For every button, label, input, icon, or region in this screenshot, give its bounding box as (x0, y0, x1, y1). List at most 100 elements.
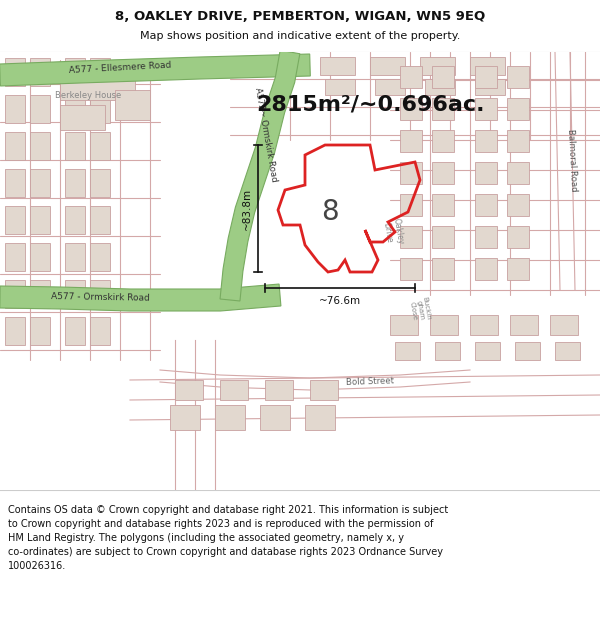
Bar (400, 162, 422, 184)
Bar (507, 226, 529, 248)
Bar (515, 342, 540, 360)
Text: Map shows position and indicative extent of the property.: Map shows position and indicative extent… (140, 31, 460, 41)
Bar (475, 130, 497, 152)
Bar (30, 95, 50, 123)
Bar (60, 105, 105, 130)
Bar (400, 226, 422, 248)
Bar (90, 58, 110, 86)
Bar (310, 380, 338, 400)
Bar (507, 258, 529, 280)
Text: Oakley
Drive: Oakley Drive (381, 217, 405, 247)
Text: ~76.6m: ~76.6m (319, 296, 361, 306)
Bar (475, 79, 505, 95)
Bar (65, 95, 85, 123)
Bar (475, 66, 497, 88)
Polygon shape (0, 284, 281, 311)
Bar (30, 58, 50, 86)
Bar (420, 57, 455, 75)
Bar (30, 206, 50, 234)
Bar (432, 226, 454, 248)
Bar (510, 315, 538, 335)
Bar (475, 194, 497, 216)
Text: A572~ Ormskirk Road: A572~ Ormskirk Road (253, 87, 279, 183)
Bar (175, 380, 203, 400)
Bar (432, 194, 454, 216)
Bar (5, 95, 25, 123)
Bar (5, 243, 25, 271)
Text: Contains OS data © Crown copyright and database right 2021. This information is : Contains OS data © Crown copyright and d… (8, 505, 448, 515)
Bar (65, 280, 85, 308)
Polygon shape (220, 50, 300, 301)
Bar (390, 315, 418, 335)
Bar (475, 162, 497, 184)
Bar (30, 243, 50, 271)
Bar (90, 280, 110, 308)
Text: 8, OAKLEY DRIVE, PEMBERTON, WIGAN, WN5 9EQ: 8, OAKLEY DRIVE, PEMBERTON, WIGAN, WN5 9… (115, 9, 485, 22)
Bar (30, 132, 50, 160)
Text: Berkeley House: Berkeley House (55, 91, 121, 99)
Bar (325, 79, 355, 95)
Text: ~83.8m: ~83.8m (242, 188, 252, 229)
Bar (400, 194, 422, 216)
Text: 8: 8 (321, 198, 339, 226)
Bar (432, 98, 454, 120)
Bar (90, 95, 110, 123)
Bar (430, 315, 458, 335)
Bar (435, 342, 460, 360)
Bar (65, 58, 85, 86)
Text: A577 - Ormskirk Road: A577 - Ormskirk Road (50, 292, 149, 302)
Bar (507, 162, 529, 184)
Bar (90, 169, 110, 197)
Bar (65, 243, 85, 271)
Bar (30, 169, 50, 197)
Bar (475, 226, 497, 248)
Bar (65, 169, 85, 197)
Bar (5, 58, 25, 86)
Bar (65, 317, 85, 345)
Bar (507, 130, 529, 152)
Bar (432, 130, 454, 152)
Bar (320, 57, 355, 75)
Bar (370, 57, 405, 75)
Bar (65, 132, 85, 160)
Text: 100026316.: 100026316. (8, 561, 66, 571)
Bar (425, 79, 455, 95)
Text: to Crown copyright and database rights 2023 and is reproduced with the permissio: to Crown copyright and database rights 2… (8, 519, 433, 529)
Bar (90, 317, 110, 345)
Bar (5, 169, 25, 197)
Bar (30, 280, 50, 308)
Bar (475, 98, 497, 120)
Bar (432, 162, 454, 184)
Text: 2815m²/~0.696ac.: 2815m²/~0.696ac. (256, 95, 484, 115)
Text: Bold Street: Bold Street (346, 377, 394, 388)
Polygon shape (0, 54, 310, 86)
Bar (507, 98, 529, 120)
Bar (470, 57, 505, 75)
Bar (400, 258, 422, 280)
Bar (432, 66, 454, 88)
Bar (90, 206, 110, 234)
Text: co-ordinates) are subject to Crown copyright and database rights 2023 Ordnance S: co-ordinates) are subject to Crown copyr… (8, 547, 443, 557)
Bar (220, 380, 248, 400)
Bar (265, 380, 293, 400)
Bar (475, 342, 500, 360)
Bar (5, 132, 25, 160)
Bar (215, 405, 245, 430)
Bar (5, 317, 25, 345)
Bar (60, 70, 135, 100)
Bar (432, 258, 454, 280)
Bar (475, 258, 497, 280)
Bar (375, 79, 405, 95)
Bar (395, 342, 420, 360)
Text: Balmoral Road: Balmoral Road (566, 128, 578, 192)
Text: Buckin
gham
Close: Buckin gham Close (408, 297, 432, 323)
Bar (305, 405, 335, 430)
Bar (30, 317, 50, 345)
Bar (400, 66, 422, 88)
Bar (555, 342, 580, 360)
Bar (5, 206, 25, 234)
Bar (115, 90, 150, 120)
Bar (507, 194, 529, 216)
Bar (400, 98, 422, 120)
Bar (260, 405, 290, 430)
